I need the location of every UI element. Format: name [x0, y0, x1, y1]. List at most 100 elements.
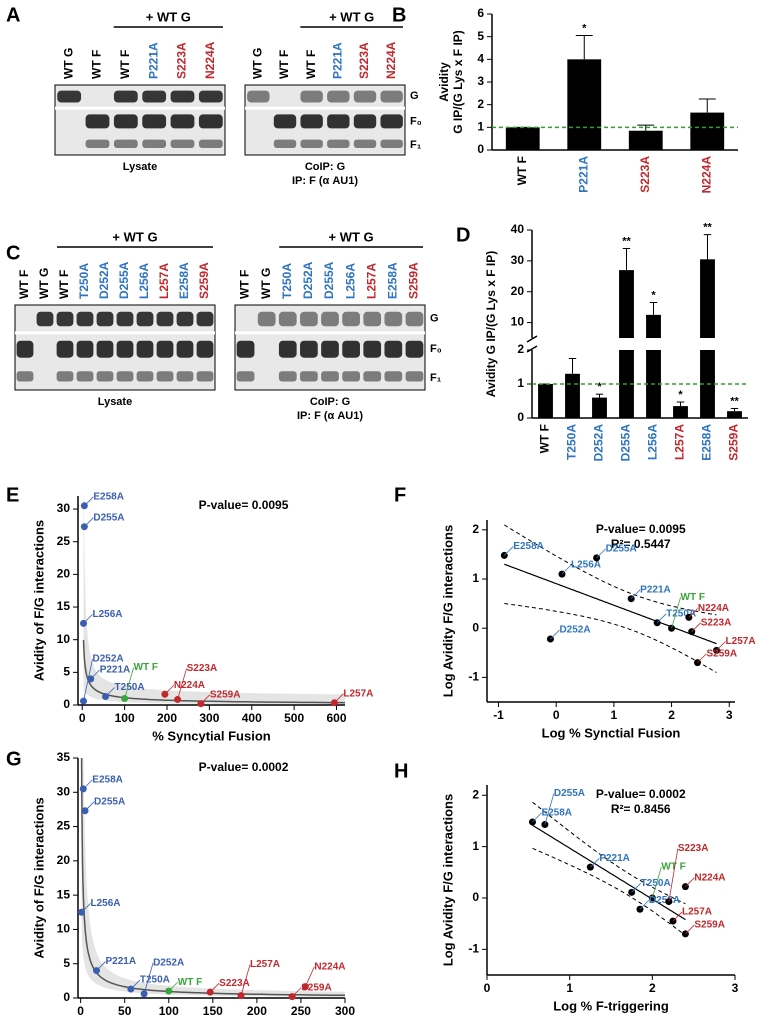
band [273, 139, 297, 148]
band [300, 311, 318, 327]
bar [505, 127, 540, 150]
bar [700, 259, 715, 338]
leader-line [639, 899, 650, 910]
significance: * [597, 381, 602, 393]
band [116, 311, 134, 327]
y-tick-label: 1 [517, 376, 524, 390]
band [257, 311, 276, 327]
leader-line [685, 877, 695, 887]
band [300, 371, 318, 382]
y-tick-label: 4 [477, 52, 484, 66]
band [156, 340, 174, 358]
x-tick-label: 1 [611, 708, 618, 722]
point-label: D252A [153, 958, 184, 969]
leader-line [668, 848, 679, 902]
leader-line [84, 801, 95, 812]
band [321, 340, 339, 358]
lane-label: D252A [301, 261, 315, 299]
point-label: S259A [694, 920, 725, 931]
band-label: F₁ [410, 139, 422, 151]
leader-line [81, 903, 91, 913]
leader-line [716, 641, 726, 651]
leader-line [334, 693, 344, 703]
bar [673, 406, 688, 418]
band [198, 139, 223, 148]
leader-line [209, 982, 220, 993]
band [16, 340, 34, 358]
leader-line [84, 517, 94, 527]
band [198, 114, 223, 129]
x-tick-label: 0 [553, 708, 560, 722]
point-label: E258A [92, 774, 123, 785]
blot-separator [235, 331, 425, 335]
band [16, 371, 34, 382]
y-tick-label: 6 [477, 6, 484, 20]
x-tick-label: -1 [493, 708, 504, 722]
y-tick-label: 40 [511, 222, 525, 236]
blot-header: + WT G [329, 9, 374, 24]
axis-break [526, 345, 538, 353]
band [405, 340, 424, 358]
point-label: L257A [343, 688, 373, 699]
panel-letter: E [6, 484, 19, 506]
band [85, 139, 110, 148]
x-axis-label: Log % Synctial Fusion [542, 725, 681, 740]
y-tick-label: 1 [472, 839, 479, 853]
leader-line [631, 883, 641, 893]
lane-label: P221A [146, 42, 160, 79]
band [56, 311, 74, 327]
y-tick-label: 30 [511, 253, 525, 267]
lane-label: WT F [304, 50, 318, 79]
point-label: D255A [554, 788, 585, 799]
point-label: P221A [640, 584, 671, 595]
blot-header: + WT G [329, 229, 374, 244]
panel-letter: C [6, 242, 20, 264]
blot-caption: Lysate [98, 396, 132, 408]
x-tick-label: 300 [199, 711, 219, 725]
x-tick-label: L257A [673, 424, 687, 460]
y-axis-label: Avidity of F/G interactions [31, 520, 46, 681]
band [384, 311, 403, 327]
point-label: S223A [219, 978, 250, 989]
band [380, 90, 403, 103]
annotation: P-value= 0.0002 [596, 787, 686, 801]
leader-line [130, 979, 141, 990]
band [236, 340, 255, 358]
x-tick-label: 1 [566, 981, 573, 995]
x-tick-label: WT F [538, 424, 552, 453]
band [380, 114, 403, 129]
band [198, 90, 223, 103]
leader-line [83, 779, 93, 790]
point-label: WT F [681, 592, 705, 603]
band [278, 340, 297, 358]
band [300, 114, 323, 129]
point-label: E258A [541, 808, 572, 819]
significance: ** [703, 222, 712, 234]
y-tick-label: 0 [63, 990, 70, 1004]
band [116, 371, 134, 382]
leader-line [291, 987, 302, 997]
x-tick-label: T250A [565, 424, 579, 460]
fit-curve [82, 639, 345, 704]
band [136, 340, 154, 358]
lane-label: WT G [61, 48, 75, 79]
x-tick-label: 2 [668, 708, 675, 722]
lane-label: S223A [357, 42, 371, 79]
y-tick-label: 2 [472, 787, 479, 801]
lane-label: S259A [197, 262, 211, 299]
leader-line [590, 857, 600, 868]
y-tick-label: 0 [477, 142, 484, 156]
bar [567, 59, 602, 151]
band [142, 114, 167, 129]
point-label: S259A [707, 648, 738, 659]
band [353, 90, 377, 103]
leader-line [96, 961, 106, 971]
point-label: D255A [94, 796, 125, 807]
leader-line [596, 548, 606, 559]
y-tick-label: 15 [57, 599, 71, 613]
band [321, 311, 339, 327]
band [384, 371, 403, 382]
band [170, 139, 195, 148]
band [96, 311, 114, 327]
